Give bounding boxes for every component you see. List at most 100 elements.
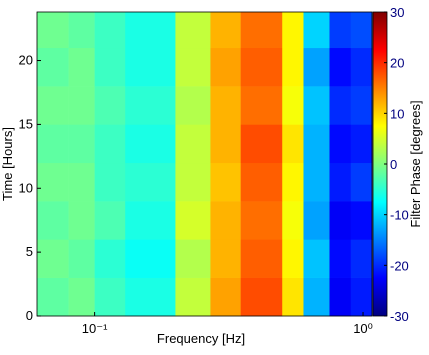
colorbar-tick-label: 30 bbox=[390, 5, 404, 20]
heatmap-cell bbox=[350, 162, 373, 202]
heatmap-cell bbox=[210, 201, 241, 240]
heatmap-cell bbox=[282, 239, 304, 278]
heatmap-cell bbox=[240, 162, 283, 202]
heatmap-cell bbox=[37, 201, 69, 240]
heatmap-cell bbox=[350, 124, 373, 164]
heatmap-cell bbox=[329, 86, 352, 125]
heatmap-cell bbox=[240, 86, 283, 125]
heatmap-cell bbox=[350, 201, 373, 240]
heatmap-cell bbox=[175, 47, 211, 87]
heatmap-cell bbox=[68, 239, 95, 278]
heatmap-cell bbox=[210, 277, 241, 317]
colorbar-label: Filter Phase [degrees] bbox=[408, 100, 423, 227]
heatmap-cell bbox=[240, 277, 283, 317]
colorbar-tick-label: 20 bbox=[390, 56, 404, 71]
heatmap-cell bbox=[303, 124, 330, 164]
y-tick-label: 20 bbox=[19, 53, 33, 68]
heatmap-cell bbox=[94, 277, 126, 317]
heatmap-cell bbox=[125, 162, 176, 202]
heatmap-cell bbox=[68, 86, 95, 125]
y-axis-label: Time [Hours] bbox=[0, 127, 15, 201]
y-tick-label: 5 bbox=[26, 244, 33, 259]
heatmap-cell bbox=[350, 277, 373, 317]
heatmap-cell bbox=[282, 86, 304, 125]
heatmap-cell bbox=[350, 239, 373, 278]
heatmap-cell bbox=[303, 12, 330, 49]
heatmap-cell bbox=[210, 162, 241, 202]
heatmap-cell bbox=[68, 124, 95, 164]
heatmap-cell bbox=[175, 86, 211, 125]
heatmap-cell bbox=[303, 277, 330, 317]
colorbar-tick-label: 0 bbox=[390, 157, 397, 172]
axes: 0 5 10 15 20 10⁻¹ 10⁰ bbox=[19, 11, 373, 336]
heatmap-cell bbox=[125, 124, 176, 164]
heatmap-cell bbox=[303, 47, 330, 87]
heatmap-cell bbox=[68, 162, 95, 202]
heatmap-cell bbox=[350, 86, 373, 125]
y-tick-label: 15 bbox=[19, 116, 33, 131]
heatmap-cell bbox=[240, 239, 283, 278]
heatmap-cell bbox=[329, 12, 352, 49]
heatmap bbox=[37, 12, 373, 317]
heatmap-cell bbox=[282, 277, 304, 317]
heatmap-cell bbox=[350, 47, 373, 87]
heatmap-cell bbox=[175, 201, 211, 240]
heatmap-cell bbox=[303, 201, 330, 240]
heatmap-cell bbox=[210, 47, 241, 87]
heatmap-cell bbox=[68, 277, 95, 317]
heatmap-cell bbox=[68, 201, 95, 240]
heatmap-cell bbox=[125, 239, 176, 278]
heatmap-cell bbox=[175, 12, 211, 49]
colorbar-tick-label: -10 bbox=[390, 208, 409, 223]
heatmap-cell bbox=[282, 201, 304, 240]
heatmap-cell bbox=[175, 124, 211, 164]
heatmap-cell bbox=[37, 124, 69, 164]
heatmap-cell bbox=[240, 201, 283, 240]
heatmap-cell bbox=[125, 86, 176, 125]
heatmap-cell bbox=[303, 239, 330, 278]
y-tick-label: 10 bbox=[19, 180, 33, 195]
heatmap-cell bbox=[210, 86, 241, 125]
heatmap-cell bbox=[303, 162, 330, 202]
heatmap-cell bbox=[240, 124, 283, 164]
heatmap-cell bbox=[329, 201, 352, 240]
heatmap-cell bbox=[329, 239, 352, 278]
heatmap-cell bbox=[37, 12, 69, 49]
heatmap-cell bbox=[282, 47, 304, 87]
plot-frame bbox=[36, 11, 373, 317]
heatmap-cell bbox=[329, 162, 352, 202]
heatmap-cell bbox=[282, 162, 304, 202]
x-axis-label: Frequency [Hz] bbox=[157, 331, 245, 346]
heatmap-cell bbox=[94, 124, 126, 164]
heatmap-cell bbox=[125, 277, 176, 317]
heatmap-cell bbox=[125, 201, 176, 240]
heatmap-cell bbox=[37, 239, 69, 278]
y-tick-label: 0 bbox=[26, 308, 33, 323]
heatmap-cell bbox=[37, 47, 69, 87]
heatmap-cell bbox=[94, 201, 126, 240]
heatmap-cell bbox=[68, 12, 95, 49]
heatmap-cell bbox=[210, 124, 241, 164]
heatmap-cell bbox=[125, 47, 176, 87]
colorbar-tick-label: -20 bbox=[390, 258, 409, 273]
heatmap-cell bbox=[125, 12, 176, 49]
colorbar: 30 20 10 0 -10 -20 -30 bbox=[372, 5, 409, 324]
heatmap-cell bbox=[303, 86, 330, 125]
heatmap-cell bbox=[175, 277, 211, 317]
heatmap-cell bbox=[240, 12, 283, 49]
heatmap-cell bbox=[175, 162, 211, 202]
heatmap-cell bbox=[37, 277, 69, 317]
heatmap-cell bbox=[94, 86, 126, 125]
heatmap-cell bbox=[37, 162, 69, 202]
heatmap-cell bbox=[350, 12, 373, 49]
heatmap-cell bbox=[68, 47, 95, 87]
heatmap-cell bbox=[329, 47, 352, 87]
heatmap-cell bbox=[329, 124, 352, 164]
heatmap-cell bbox=[175, 239, 211, 278]
heatmap-cell bbox=[210, 239, 241, 278]
heatmap-cell bbox=[94, 162, 126, 202]
x-tick-label: 10⁻¹ bbox=[82, 321, 108, 336]
heatmap-cell bbox=[210, 12, 241, 49]
heatmap-cell bbox=[282, 124, 304, 164]
